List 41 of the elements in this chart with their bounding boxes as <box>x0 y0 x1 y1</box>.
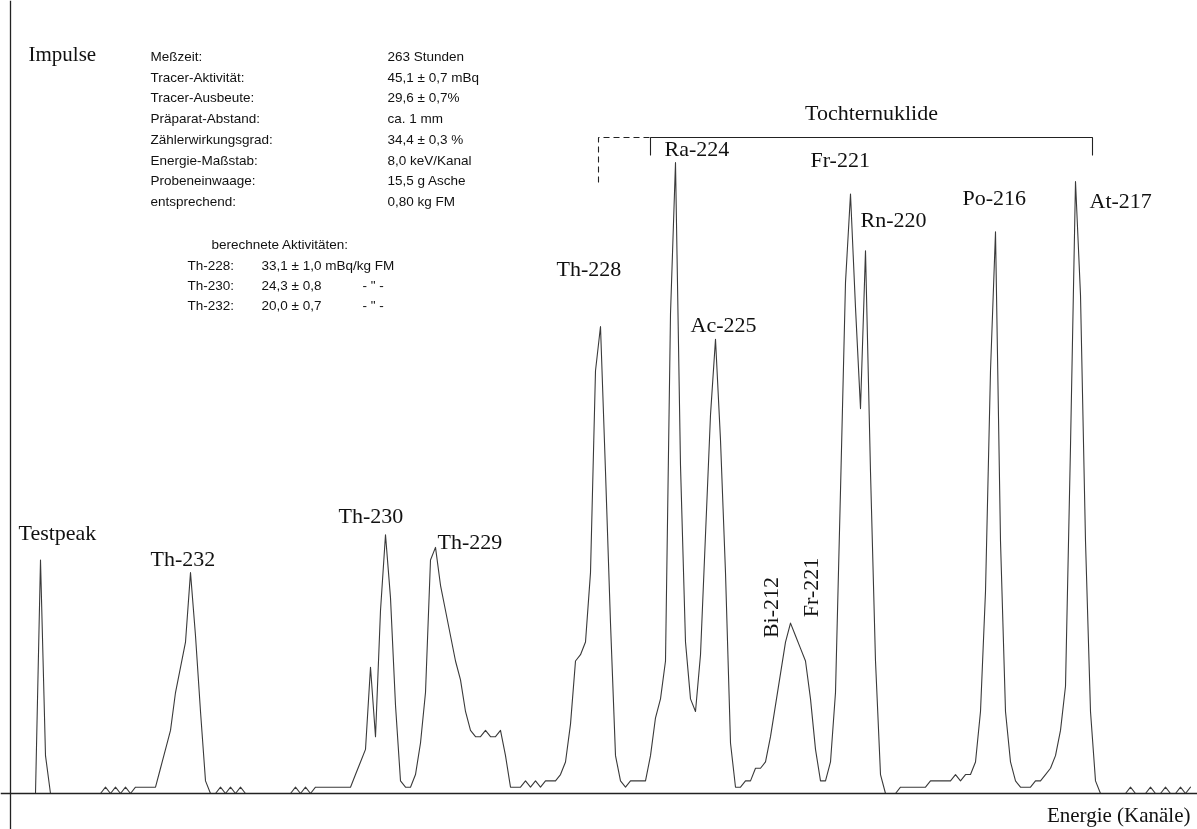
x-axis-title: Energie (Kanäle) <box>1046 802 1191 827</box>
annotation: - " - <box>362 298 384 313</box>
annotation: Th-230: <box>187 278 235 293</box>
annotation: Th-232: <box>187 298 235 313</box>
annotation: Fr-221 <box>810 147 870 172</box>
annotation: Ac-225 <box>690 312 757 337</box>
annotation: entsprechend: <box>150 193 237 209</box>
annotation: 0,80 kg FM <box>387 193 456 209</box>
annotation: 20,0 ± 0,7 <box>261 298 322 313</box>
annotation: Th-228 <box>556 256 622 281</box>
annotation: At-217 <box>1089 188 1152 213</box>
y-axis-title: Impulse <box>28 41 97 66</box>
text: Meßzeit: <box>150 49 203 64</box>
annotation: 8,0 keV/Kanal <box>387 152 472 168</box>
text: Tracer-Aktivität: <box>150 69 245 85</box>
annotation: Bi-212 <box>758 576 783 639</box>
annotation: 15,5 g Asche <box>387 173 466 189</box>
annotation: 24,3 ± 0,8 <box>261 278 322 293</box>
annotation: Th-229 <box>437 529 503 554</box>
text: ca. 1 mm <box>387 111 444 127</box>
text: 34,4 ± 0,3 % <box>387 131 464 147</box>
text: Tracer-Ausbeute: <box>150 90 255 106</box>
annotation: Th-228: <box>187 258 235 273</box>
annotation: Fr-221 <box>798 557 823 618</box>
annotation: - " - <box>362 278 384 293</box>
text: 29,6 ± 0,7% <box>387 90 460 106</box>
annotation: Rn-220 <box>860 207 927 232</box>
annotation: 33,1 ± 1,0 mBq/kg FM <box>261 258 395 273</box>
annotation: berechnete Aktivitäten: <box>211 237 349 252</box>
text: Präparat-Abstand: <box>150 111 261 127</box>
annotation: Energie-Maßstab: <box>150 152 258 168</box>
annotation: Po-216 <box>962 185 1027 210</box>
text: 263 Stunden <box>387 49 465 64</box>
text: Ra-224 <box>664 136 730 161</box>
text: 45,1 ± 0,7 mBq <box>387 69 479 85</box>
text: Zählerwirkungsgrad: <box>150 131 273 147</box>
annotation: Th-232 <box>150 546 216 571</box>
annotation: Probeneinwaage: <box>150 173 256 189</box>
annotation: Testpeak <box>18 520 97 545</box>
annotation: Th-230 <box>338 503 404 528</box>
text: Tochternuklide <box>805 100 938 125</box>
